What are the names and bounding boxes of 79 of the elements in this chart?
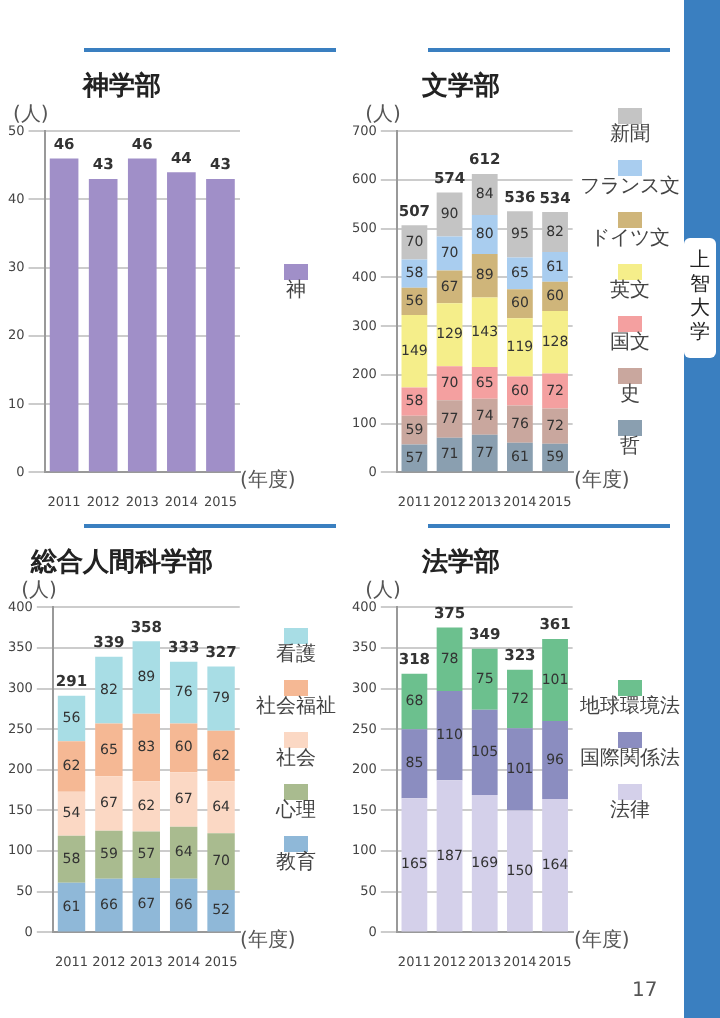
bar: [401, 729, 428, 799]
bar: [471, 709, 498, 795]
legend-label: ドイツ文: [590, 228, 670, 252]
bar: [207, 730, 235, 782]
chart-title: 総合人間科学部: [29, 546, 213, 579]
bar: [167, 172, 196, 472]
bar: [169, 723, 198, 773]
bar: [207, 833, 235, 891]
x-axis-title: (年度): [574, 927, 630, 954]
bar: [207, 666, 235, 731]
bar: [471, 434, 498, 472]
x-axis-title: (年度): [240, 467, 296, 494]
bar: [95, 776, 123, 831]
bar: [95, 723, 123, 777]
bar: [132, 713, 160, 782]
chart-title: 神学部: [81, 70, 161, 103]
bar: [507, 318, 533, 377]
y-axis-title: (人): [365, 580, 401, 603]
bar: [507, 810, 533, 932]
bar: [401, 798, 428, 932]
text: 上智大学: [688, 250, 712, 346]
bar: [542, 799, 568, 932]
bar: [127, 158, 157, 472]
legend-label: 新聞: [610, 124, 650, 148]
bar: [57, 882, 86, 932]
legend-label: 教育: [276, 852, 316, 876]
bar: [207, 890, 235, 932]
bar: [132, 641, 160, 714]
bar: [95, 878, 123, 932]
bar: [169, 772, 198, 827]
legend-label: 史: [620, 384, 640, 408]
bar: [207, 781, 235, 834]
bar: [542, 721, 568, 800]
bar: [57, 741, 86, 792]
bar: [132, 831, 160, 878]
bar: [471, 398, 498, 435]
bar: [542, 638, 568, 722]
legend-label: 英文: [610, 280, 650, 304]
y-axis-title: (人): [21, 580, 57, 603]
bar: [436, 400, 463, 438]
legend-label: 国際関係法: [580, 748, 680, 772]
bar: [542, 408, 568, 444]
legend-label: 地球環境法: [580, 696, 680, 720]
bar: [132, 877, 160, 932]
legend-label: 社会: [276, 748, 316, 772]
legend-label: 神: [286, 280, 306, 304]
bar: [471, 648, 498, 710]
bar: [95, 656, 123, 724]
legend-label: 法律: [610, 800, 650, 824]
bar: [436, 780, 463, 932]
bar: [507, 728, 533, 811]
bar: [507, 405, 533, 443]
bar: [471, 795, 498, 932]
bar: [88, 178, 118, 472]
bar: [507, 669, 533, 729]
bar: [471, 297, 498, 368]
chart-title: 文学部: [420, 70, 500, 103]
y-axis-title: (人): [12, 104, 49, 127]
y-axis-title: (人): [365, 104, 401, 127]
x-axis-title: (年度): [574, 467, 630, 494]
bar: [436, 690, 463, 781]
legend-label: 看護: [276, 644, 316, 668]
legend-label: 国文: [610, 332, 650, 356]
bar: [542, 311, 568, 374]
bar: [57, 791, 86, 836]
bar: [169, 661, 198, 724]
chart-title: 法学部: [420, 546, 500, 579]
legend-label: 哲: [620, 436, 640, 460]
bar: [206, 178, 235, 472]
legend-label: フランス文: [580, 176, 680, 200]
legend-label: 社会福祉: [256, 696, 336, 720]
bar: [49, 158, 79, 472]
bar: [542, 373, 568, 409]
legend-label: 心理: [276, 800, 316, 824]
bar: [132, 781, 160, 832]
bar: [95, 830, 123, 879]
bar: [169, 826, 198, 879]
text: 17: [632, 980, 658, 1002]
x-axis-title: (年度): [240, 927, 296, 954]
